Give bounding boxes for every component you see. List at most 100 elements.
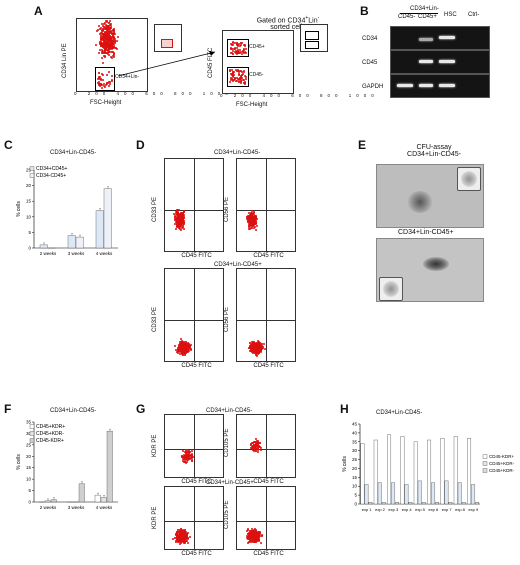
scatter-dot (185, 450, 188, 453)
panel-b-letter: B (360, 4, 369, 18)
scatter-dot (105, 82, 108, 85)
scatter-dot (180, 222, 183, 225)
scatter-dot (185, 341, 188, 344)
scatter-dot (253, 217, 256, 220)
scatter-dot (107, 26, 110, 29)
scatter-dot (183, 459, 186, 462)
scatter-dot (255, 224, 258, 227)
scatter-dot (250, 530, 253, 533)
scatter-dot (185, 539, 188, 542)
scatter-dot (256, 346, 259, 349)
scatter-dot (259, 343, 262, 346)
scatter-dot (182, 348, 185, 351)
scatter-dot (103, 50, 106, 53)
scatter-dot (107, 36, 110, 39)
scatter-dot (99, 32, 102, 35)
scatter-dot (111, 44, 114, 47)
scatter-dot (185, 458, 188, 461)
scatter-dot (250, 347, 253, 350)
scatter-dot (188, 449, 191, 452)
scatter-dot (107, 81, 110, 84)
scatter-dot (229, 69, 232, 72)
scatter-dot (105, 52, 108, 55)
scatter-dot (252, 442, 255, 445)
scatter-dot (185, 344, 188, 347)
scatter-dot (185, 457, 188, 460)
scatter-dot (262, 342, 265, 345)
bar (475, 502, 480, 505)
colony-blob (407, 191, 433, 213)
scatter-dot (179, 540, 182, 543)
panel-a-inset-1 (154, 24, 182, 52)
scatter-dot (105, 26, 108, 29)
scatter-dot (102, 29, 105, 32)
scatter-dot (244, 74, 247, 77)
scatter-dot (105, 49, 108, 52)
panel-e-title: CFU-assay CD34+Lin-CD45- (407, 144, 461, 158)
scatter-dot (187, 350, 190, 353)
scatter-dot (255, 352, 258, 355)
scatter-dot (189, 348, 192, 351)
panel-d-letter: D (136, 138, 145, 152)
scatter-dot (183, 353, 186, 356)
legend-swatch (29, 173, 35, 178)
scatter-dot (178, 225, 181, 228)
scatter-dot (250, 345, 253, 348)
legend-label: CD45+KDR+ (36, 424, 65, 430)
panel-a-gated-title: Gated on CD34+Lin- sorted cells (256, 15, 320, 32)
scatter-dot (177, 536, 180, 539)
quadrant-line (165, 319, 223, 321)
scatter-dot (253, 224, 256, 227)
panel-a-gate-top-label: CD45+ (249, 44, 265, 50)
scatter-dot (257, 450, 260, 453)
y-tick-label: 5 (28, 230, 31, 235)
scatter-dot (177, 539, 180, 542)
scatter-dot (102, 84, 105, 87)
scatter-dot (186, 534, 189, 537)
scatter-dot (106, 43, 109, 46)
scatter-dot (112, 47, 115, 50)
scatter-dot (183, 214, 186, 217)
gel-band (419, 84, 433, 87)
scatter-dot (108, 38, 111, 41)
y-tick-label: 20 (26, 183, 32, 188)
colony-inset-blob (383, 281, 399, 297)
panel-g-plot-kdr-bottom (164, 486, 224, 550)
scatter-dot (242, 70, 245, 73)
x-category-label: 3 weeks (68, 505, 85, 510)
quadrant-line (237, 319, 295, 321)
scatter-dot (186, 531, 189, 534)
bar (417, 480, 422, 505)
scatter-dot (175, 534, 178, 537)
scatter-dot (181, 342, 184, 345)
bar (67, 235, 76, 249)
gel-band (439, 84, 455, 87)
scatter-dot (240, 80, 243, 83)
scatter-dot (249, 227, 252, 230)
quadrant-line (194, 269, 195, 361)
scatter-dot (178, 215, 181, 218)
scatter-dot (240, 70, 243, 73)
scatter-dot (237, 78, 240, 81)
flow-ylabel: CD105 PE (224, 501, 230, 530)
scatter-dot (242, 52, 245, 55)
panel-b-col4: Ctrl- (468, 12, 480, 18)
scatter-dot (103, 38, 106, 41)
scatter-dot (107, 71, 110, 74)
scatter-dot (249, 215, 252, 218)
scatter-dot (232, 47, 235, 50)
scatter-dot (184, 542, 187, 545)
colony-inset (379, 277, 403, 301)
scatter-dot (174, 345, 177, 348)
quadrant-line (165, 521, 223, 523)
scatter-dot (175, 217, 178, 220)
scatter-dot (181, 458, 184, 461)
scatter-dot (107, 39, 110, 42)
scatter-dot (178, 346, 181, 349)
scatter-dot (110, 50, 113, 53)
bar (440, 438, 445, 505)
scatter-dot (107, 53, 110, 56)
scatter-dot (106, 44, 109, 47)
scatter-dot (107, 46, 110, 49)
scatter-dot (247, 220, 250, 223)
